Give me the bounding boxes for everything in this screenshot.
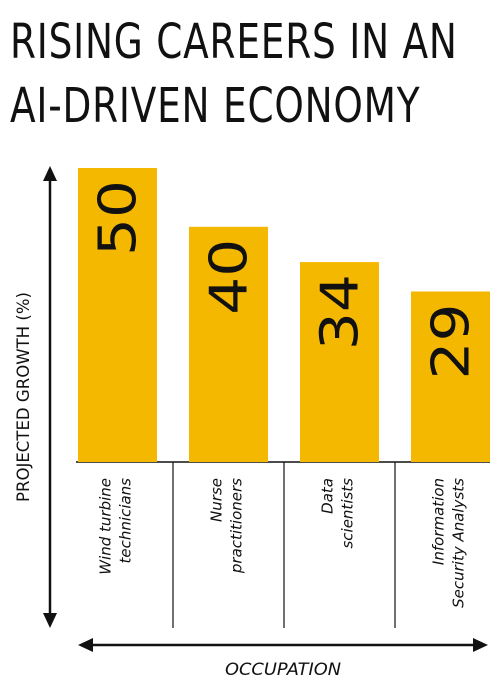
- bar-3: [300, 262, 379, 462]
- y-axis-label: PROJECTED GROWTH (%): [14, 292, 34, 502]
- category-label-2: Nurse practitioners: [208, 478, 246, 574]
- category-label-2-line-2: practitioners: [228, 478, 246, 574]
- chart-title-line-2: AI-DRIVEN ECONOMY: [10, 78, 421, 134]
- bar-1: [78, 168, 157, 462]
- chart-title-line-1: RISING CAREERS IN AN: [10, 14, 458, 70]
- category-label-4: Information Security Analysts: [430, 478, 468, 608]
- y-axis-arrow: [43, 166, 57, 628]
- category-label-1: Wind turbine technicians: [97, 478, 135, 575]
- category-label-1-line-1: Wind turbine: [97, 478, 115, 575]
- category-label-2-line-1: Nurse: [208, 478, 226, 522]
- value-label-4: 29: [422, 303, 482, 379]
- category-label-4-line-1: Information: [430, 478, 448, 565]
- x-axis-arrow: [78, 638, 488, 652]
- value-labels: 50 40 34 29: [89, 180, 482, 379]
- category-label-3: Data scientists: [319, 478, 357, 549]
- category-label-3-line-2: scientists: [339, 478, 357, 549]
- value-label-2: 40: [200, 239, 260, 315]
- bars-group: [78, 168, 490, 462]
- bar-4: [411, 291, 490, 462]
- category-label-4-line-2: Security Analysts: [450, 478, 468, 608]
- x-axis-label: OCCUPATION: [225, 660, 341, 680]
- category-labels: Wind turbine technicians Nurse practitioner…: [97, 478, 468, 608]
- category-label-3-line-1: Data: [319, 478, 337, 514]
- category-dividers: [172, 462, 396, 628]
- bar-2: [189, 226, 268, 462]
- value-label-1: 50: [89, 180, 149, 256]
- category-label-1-line-2: technicians: [117, 478, 135, 564]
- value-label-3: 34: [311, 274, 371, 350]
